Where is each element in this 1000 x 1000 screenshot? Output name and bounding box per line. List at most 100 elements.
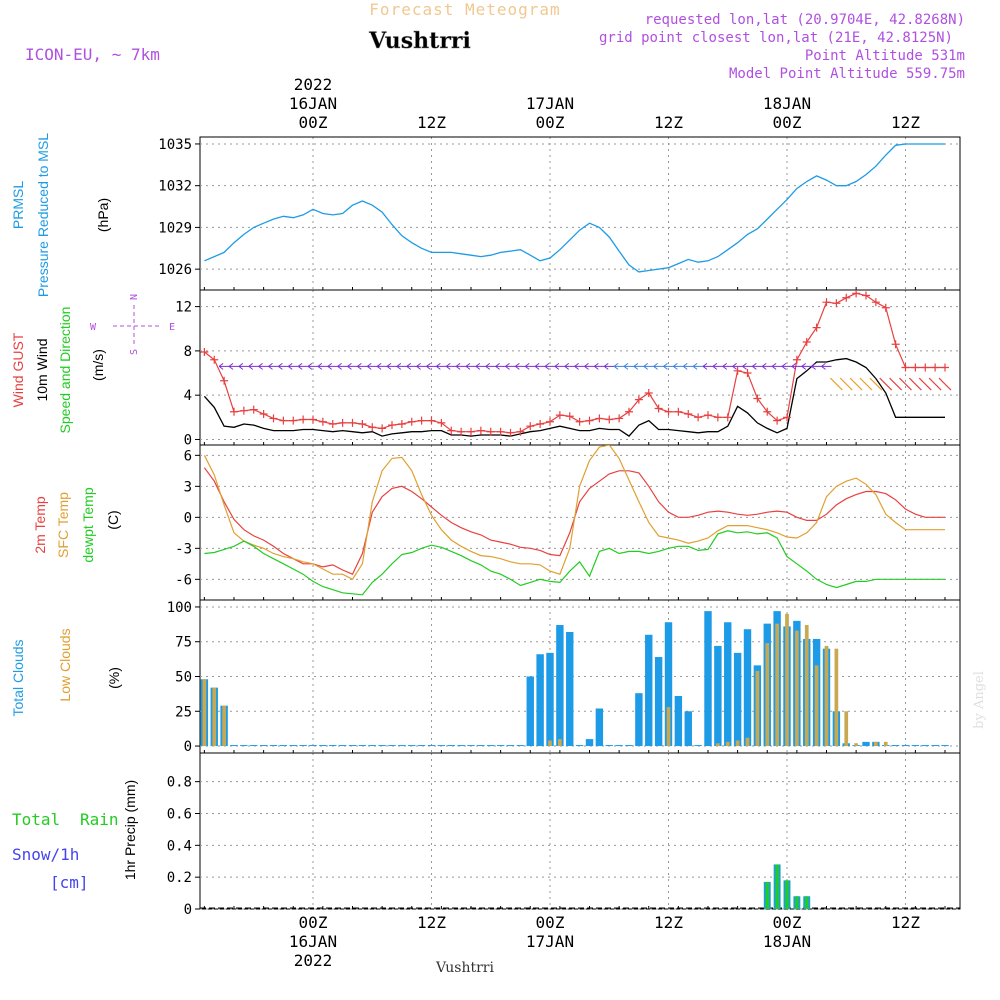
total-cloud-bar xyxy=(447,745,455,747)
wind-arrow xyxy=(899,377,912,391)
total-cloud-bar xyxy=(259,745,268,747)
wind-arrow xyxy=(879,377,893,391)
gust-marker xyxy=(239,406,248,415)
gust-marker xyxy=(891,340,900,349)
gust-marker xyxy=(546,417,554,426)
low-cloud-bar xyxy=(558,739,562,747)
wind-arrow xyxy=(258,362,269,370)
wind-arrow xyxy=(633,362,644,370)
total-cloud-bar xyxy=(467,745,475,747)
total-cloud-bar xyxy=(309,745,317,747)
total-cloud-bar xyxy=(664,622,673,747)
total-cloud-bar xyxy=(496,745,505,747)
wind-arrow xyxy=(534,362,546,370)
total-cloud-bar xyxy=(477,745,485,747)
total-cloud-bar xyxy=(358,745,367,747)
gust-marker xyxy=(378,424,387,433)
gust-marker xyxy=(536,419,545,428)
wind-arrow xyxy=(445,362,457,370)
gust-marker xyxy=(674,407,683,416)
precip-label-cm: [cm] xyxy=(50,873,89,892)
wind-arrow xyxy=(366,362,378,370)
y-tick-label: -6 xyxy=(175,572,192,588)
total-cloud-bar xyxy=(931,745,939,747)
gust-marker xyxy=(437,418,446,427)
y-tick-label: 0.6 xyxy=(167,806,192,822)
total-cloud-bar xyxy=(585,739,594,747)
gust-marker xyxy=(575,417,584,426)
wind-arrow xyxy=(869,377,883,391)
wind-arrow xyxy=(653,362,664,370)
gust-marker xyxy=(871,298,880,307)
total-cloud-bar xyxy=(733,652,742,747)
gust-marker xyxy=(931,363,940,372)
panel-frame xyxy=(199,136,961,291)
point-altitude: Point Altitude 531m xyxy=(805,48,965,64)
wind-arrow xyxy=(623,362,634,370)
gust-marker xyxy=(526,422,535,431)
y-tick-label: 8 xyxy=(184,344,192,360)
gust-marker xyxy=(684,410,693,418)
total-cloud-bar xyxy=(674,695,683,747)
total-cloud-bar xyxy=(704,611,712,747)
gust-marker xyxy=(664,407,673,416)
gust-marker xyxy=(773,416,782,425)
time-label: 17JAN xyxy=(526,932,574,951)
gust-marker xyxy=(911,363,920,372)
gust-marker xyxy=(694,413,703,422)
total-cloud-bar xyxy=(487,745,495,747)
gust-marker xyxy=(259,410,268,418)
wind-arrow xyxy=(673,362,684,370)
compass-s: S xyxy=(129,349,140,355)
grid-point-coords: grid point closest lon,lat (21E, 42.8125… xyxy=(599,30,953,46)
precip-rain-bar xyxy=(805,896,809,909)
time-label: 18JAN xyxy=(763,932,811,951)
total-cloud-bar xyxy=(575,745,584,747)
gust-marker xyxy=(230,407,238,416)
gust-marker xyxy=(605,415,614,424)
wind-gust-line xyxy=(204,292,945,434)
total-cloud-bar xyxy=(427,745,436,747)
station-name: Vushtrri xyxy=(368,28,471,54)
wind-arrow xyxy=(495,362,506,370)
wind-arrow xyxy=(908,377,922,391)
wind-arrow xyxy=(594,362,605,370)
wind-arrow xyxy=(771,362,783,370)
low-cloud-bar xyxy=(874,741,878,747)
total-cloud-bar xyxy=(526,676,534,747)
total-cloud-bar xyxy=(921,745,929,747)
wind-arrow xyxy=(613,362,625,370)
y-tick-label: 100 xyxy=(167,600,192,616)
time-label: 00Z xyxy=(536,913,565,932)
wind-arrow xyxy=(821,362,832,370)
wind-arrow xyxy=(218,362,230,370)
y-tick-label: -3 xyxy=(175,541,192,557)
wind-label-dir: Speed and Direction xyxy=(57,307,73,434)
precip-rain-bar xyxy=(765,881,769,909)
total-cloud-bar xyxy=(338,745,347,747)
panel-wind xyxy=(199,289,961,446)
total-cloud-bar xyxy=(289,745,297,747)
total-cloud-bar xyxy=(901,745,910,747)
time-label: 12Z xyxy=(891,113,920,132)
precip-label-unit: 1hr Precip (mm) xyxy=(122,780,138,880)
wind-arrow xyxy=(732,362,743,370)
gust-marker xyxy=(822,298,831,307)
y-tick-label: 0 xyxy=(184,739,192,755)
total-cloud-bar xyxy=(319,745,327,747)
wind-label-unit: (m/s) xyxy=(90,349,106,381)
gust-marker xyxy=(289,416,298,425)
wind-arrow xyxy=(376,362,388,370)
time-label: 2022 xyxy=(294,951,333,970)
time-label: 00Z xyxy=(536,113,565,132)
time-label: 16JAN xyxy=(289,932,337,951)
clouds-y-axis: 0 25 50 75 100 xyxy=(167,600,960,755)
wind-arrow xyxy=(791,362,802,370)
wind-arrow xyxy=(574,362,585,370)
wind-arrow xyxy=(436,362,447,370)
total-cloud-bar xyxy=(250,745,258,747)
wind-arrow xyxy=(238,362,249,370)
low-cloud-bar xyxy=(775,623,779,747)
model-label: ICON-EU, ~ 7km xyxy=(25,45,160,64)
low-cloud-bar xyxy=(725,741,730,747)
